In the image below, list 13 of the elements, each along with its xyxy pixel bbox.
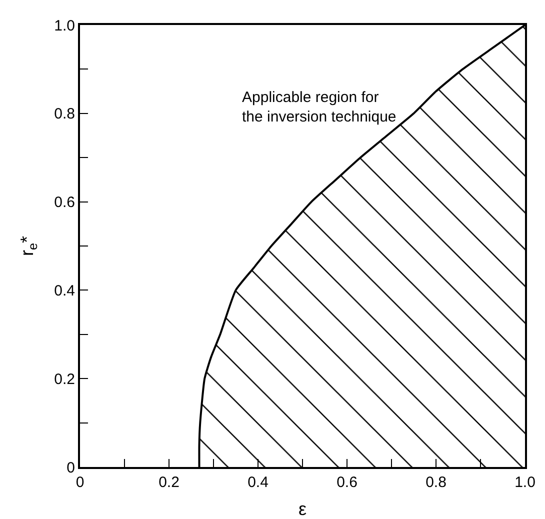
x-tick-label: 0.2 [158,474,180,491]
y-tick-label: 0.8 [54,106,75,123]
x-tick-label: 0.8 [426,474,446,491]
annotation: Applicable region for the inversion technique [242,89,396,126]
y-tick-label: 0.4 [54,282,75,300]
y-tick-label: 1.0 [54,17,75,34]
x-tick-label: 1.0 [514,474,536,491]
y-tick-label: 0 [66,459,75,476]
x-tick-label: 0.6 [336,474,358,491]
y-tick-label: 0.6 [54,194,75,212]
x-tick-label: 0.4 [248,474,268,491]
x-axis-title: ε [298,499,307,519]
y-tick-label: 0.2 [54,370,75,388]
